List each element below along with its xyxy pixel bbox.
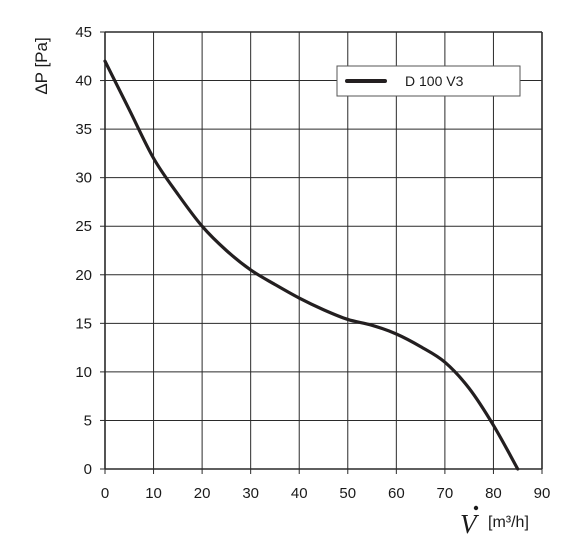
y-tick-label: 0 bbox=[84, 461, 92, 478]
plot-area bbox=[105, 32, 542, 469]
y-tick-label: 35 bbox=[75, 121, 92, 138]
tick-labels: 0 10 20 30 40 50 60 70 80 90 0 5 10 15 20 25 30 35 40 45 bbox=[75, 24, 550, 502]
x-tick-label: 60 bbox=[388, 485, 405, 502]
y-tick-label: 5 bbox=[84, 412, 92, 429]
y-tick-label: 40 bbox=[75, 73, 92, 90]
x-tick-label: 40 bbox=[291, 485, 308, 502]
y-tick-label: 30 bbox=[75, 170, 92, 187]
x-tick-label: 20 bbox=[194, 485, 211, 502]
y-tick-label: 45 bbox=[75, 24, 92, 41]
y-axis-label: ΔP [Pa] bbox=[32, 37, 51, 94]
x-axis-label: V [m³/h] bbox=[460, 505, 529, 539]
x-tick-label: 0 bbox=[101, 485, 109, 502]
grid bbox=[100, 31, 543, 474]
legend-label: D 100 V3 bbox=[405, 73, 464, 89]
x-axis-symbol: V bbox=[460, 509, 480, 539]
series-line-d100v3 bbox=[103, 59, 520, 471]
x-tick-label: 30 bbox=[242, 485, 259, 502]
x-tick-label: 10 bbox=[145, 485, 162, 502]
legend: D 100 V3 bbox=[336, 65, 521, 97]
x-tick-label: 90 bbox=[534, 485, 551, 502]
x-tick-label: 80 bbox=[485, 485, 502, 502]
x-tick-label: 50 bbox=[339, 485, 356, 502]
y-tick-label: 25 bbox=[75, 218, 92, 235]
x-axis-unit: [m³/h] bbox=[488, 514, 529, 531]
x-tick-label: 70 bbox=[437, 485, 454, 502]
y-tick-label: 20 bbox=[75, 267, 92, 284]
y-tick-label: 15 bbox=[75, 315, 92, 332]
x-axis-symbol-dot bbox=[473, 505, 479, 511]
y-tick-label: 10 bbox=[75, 364, 92, 381]
